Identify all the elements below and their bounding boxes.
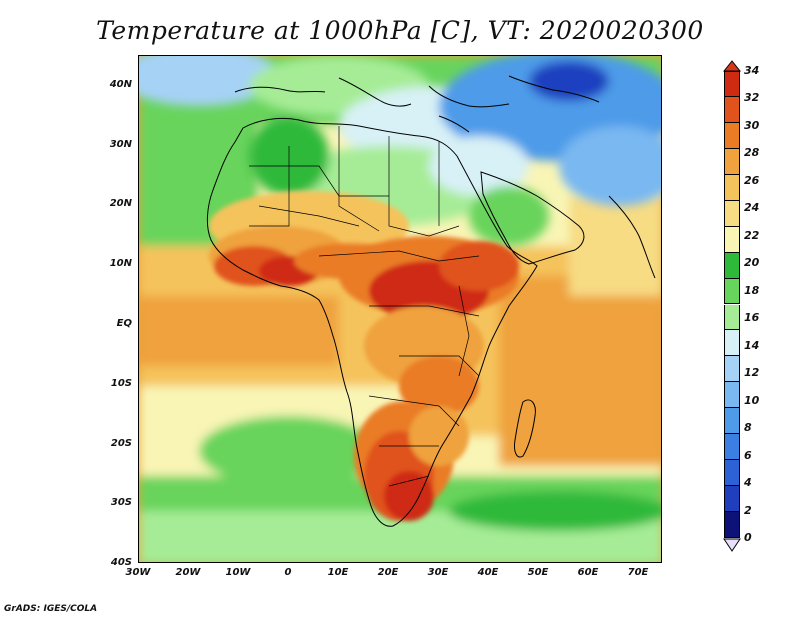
southern-africa-heat — [354, 401, 469, 521]
lat-label-20n: 20N — [109, 198, 132, 209]
lon-label-50e: 50E — [527, 567, 549, 578]
temperature-field-svg — [139, 56, 661, 562]
lon-label-20w: 20W — [175, 567, 201, 578]
lat-label-20s: 20S — [110, 438, 132, 449]
lon-label-10e: 10E — [327, 567, 349, 578]
colorbar-tick-label: 20 — [744, 256, 760, 270]
lat-label-40n: 40N — [109, 79, 132, 90]
colorbar-swatch — [724, 174, 740, 201]
lon-label-60e: 60E — [577, 567, 599, 578]
colorbar-tick-label: 0 — [744, 531, 752, 544]
lon-label-40e: 40E — [477, 567, 499, 578]
colorbar-tick-label: 26 — [744, 173, 760, 187]
colorbar-swatch — [724, 434, 740, 461]
colorbar-swatch — [724, 252, 740, 279]
colorbar-tick-label: 12 — [744, 366, 760, 380]
colorbar-under-arrow — [723, 538, 741, 552]
colorbar-swatch — [724, 226, 740, 253]
colorbar-tick-label: 8 — [744, 421, 752, 435]
lon-label-70e: 70E — [627, 567, 649, 578]
colorbar-tick-label: 34 — [744, 64, 760, 77]
lon-label-0: 0 — [284, 567, 292, 578]
colorbar-swatch — [724, 486, 740, 513]
lat-label-30n: 30N — [109, 139, 132, 150]
colorbar-tick-label: 22 — [744, 228, 760, 242]
colorbar-swatch — [724, 382, 740, 409]
colorbar-tick-label: 32 — [744, 91, 760, 105]
lon-label-30w: 30W — [125, 567, 151, 578]
lon-label-30e: 30E — [427, 567, 449, 578]
colorbar-swatch — [724, 408, 740, 435]
lat-label-10s: 10S — [110, 378, 132, 389]
country-borders — [249, 126, 480, 487]
colorbar-tick-label: 2 — [744, 503, 752, 517]
map-plot-area — [138, 55, 662, 563]
colorbar-tick-label: 30 — [744, 118, 760, 132]
coastlines — [206, 75, 656, 527]
lat-label-eq: EQ — [116, 318, 132, 329]
map-title: Temperature at 1000hPa [C], VT: 20200203… — [96, 16, 704, 45]
lon-label-20e: 20E — [377, 567, 399, 578]
colorbar-tick-label: 28 — [744, 146, 760, 160]
colorbar-swatch — [724, 512, 740, 538]
colorbar-swatch — [724, 304, 740, 331]
colorbar-swatch — [724, 200, 740, 227]
colorbar-swatch — [724, 71, 740, 97]
colorbar-tick-label: 24 — [744, 201, 760, 215]
lat-label-30s: 30S — [110, 497, 132, 508]
lat-label-40s: 40S — [110, 557, 132, 568]
colorbar-tick-label: 10 — [744, 393, 760, 407]
colorbar-tick-label: 6 — [744, 448, 752, 462]
colorbar-swatch — [724, 278, 740, 305]
lat-label-10n: 10N — [109, 258, 132, 269]
colorbar-swatch — [724, 96, 740, 123]
colorbar-swatch — [724, 460, 740, 487]
colorbar-tick-label: 16 — [744, 311, 760, 325]
colorbar-tick-label: 14 — [744, 338, 760, 352]
colorbar-swatch — [724, 356, 740, 383]
colorbar-swatch — [724, 122, 740, 149]
colorbar-tick-label: 4 — [744, 476, 752, 490]
colorbar-swatch — [724, 148, 740, 175]
footer-credit: GrADS: IGES/COLA — [4, 604, 98, 614]
colorbar-tick-label: 18 — [744, 283, 760, 297]
lon-label-10w: 10W — [225, 567, 251, 578]
colorbar-swatch — [724, 330, 740, 357]
